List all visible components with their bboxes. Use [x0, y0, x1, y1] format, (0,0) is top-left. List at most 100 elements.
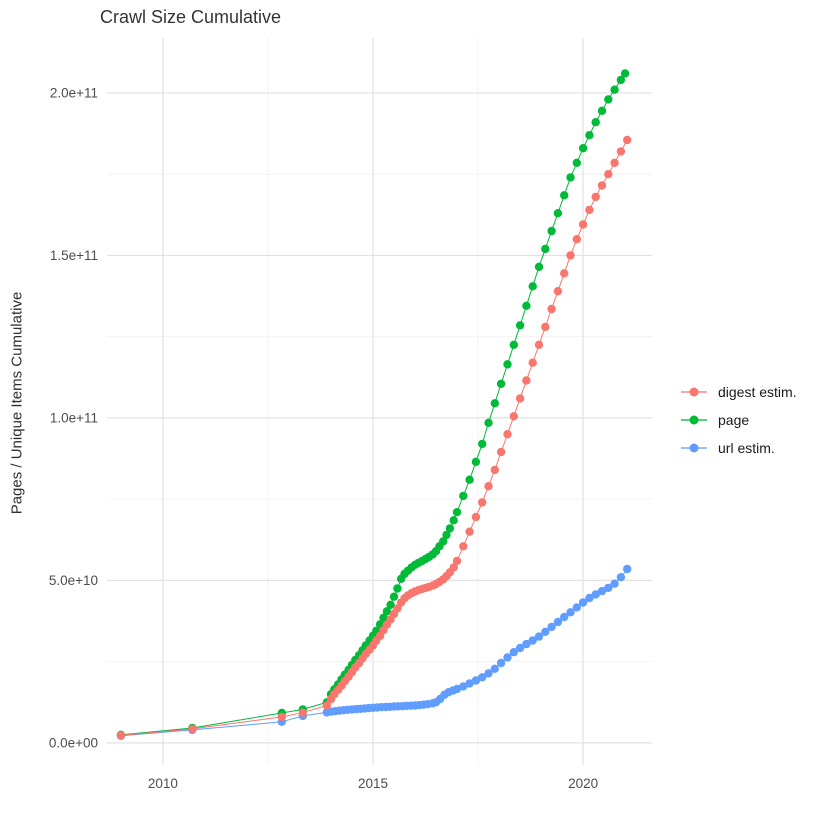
data-point [188, 724, 197, 734]
data-point [597, 106, 607, 116]
data-point [515, 394, 525, 403]
data-point [522, 376, 531, 385]
y-tick-label: 1.5e+11 [50, 248, 98, 263]
data-point [547, 226, 556, 236]
data-point [471, 457, 481, 466]
legend-key-icon [681, 414, 707, 426]
data-point [534, 632, 544, 641]
legend-key-icon [681, 442, 707, 454]
data-point [560, 191, 569, 200]
data-point [604, 583, 613, 593]
data-point [515, 643, 525, 653]
data-point [509, 340, 518, 349]
data-point [449, 516, 458, 525]
data-point [566, 608, 575, 617]
data-point [465, 475, 474, 484]
data-point [471, 512, 481, 522]
data-point [116, 731, 126, 740]
data-point [382, 607, 392, 616]
y-tick-label: 1.0e+11 [50, 410, 98, 425]
data-point [541, 244, 550, 254]
data-point [541, 322, 550, 332]
data-point [503, 360, 512, 369]
legend: digest estim. page url estim. [681, 384, 797, 456]
data-point [578, 220, 588, 229]
data-point [478, 673, 487, 682]
data-point [610, 85, 619, 94]
data-point [478, 498, 487, 507]
data-point [610, 579, 619, 588]
data-point [541, 627, 550, 636]
data-point [553, 617, 563, 627]
data-point [534, 340, 544, 349]
x-tick-label: 2020 [568, 776, 598, 791]
data-point [503, 430, 512, 439]
data-point [528, 636, 537, 645]
data-point [484, 482, 493, 491]
data-point [616, 147, 626, 156]
data-point [560, 269, 569, 278]
y-axis-title: Pages / Unique Items Cumulative [8, 291, 26, 515]
legend-label: page [718, 412, 750, 428]
data-point [322, 701, 331, 710]
data-point [478, 439, 487, 449]
data-point [620, 69, 630, 78]
data-point [509, 648, 518, 657]
data-point [490, 399, 499, 408]
data-point [496, 658, 506, 668]
data-point [459, 682, 468, 691]
data-point [597, 586, 607, 596]
data-point [547, 622, 556, 632]
data-point [393, 584, 402, 593]
data-point [452, 508, 462, 517]
data-point [465, 679, 474, 688]
data-point [572, 235, 581, 244]
data-point [572, 603, 581, 612]
data-point [389, 592, 399, 601]
data-point [465, 527, 474, 536]
data-point [578, 598, 588, 607]
data-point [484, 669, 493, 678]
data-point [522, 301, 531, 310]
data-point [566, 251, 575, 260]
data-point [459, 542, 468, 551]
legend-label: url estim. [718, 440, 775, 456]
chart-title: Crawl Size Cumulative [100, 7, 282, 27]
data-point [471, 676, 481, 685]
data-point [439, 537, 448, 546]
legend-item-digest-estim: digest estim. [681, 384, 797, 400]
data-point [515, 321, 525, 330]
data-point [452, 684, 462, 694]
x-tick-label: 2015 [358, 776, 388, 791]
data-point [560, 612, 569, 622]
data-point [459, 491, 468, 501]
data-point [445, 524, 455, 533]
data-point [442, 530, 451, 540]
data-point [452, 556, 462, 566]
legend-item-url-estim: url estim. [681, 440, 797, 456]
data-point [591, 192, 600, 202]
data-point [509, 412, 518, 421]
data-point [386, 600, 395, 609]
y-tick-label: 0.0e+00 [49, 735, 98, 750]
data-point [591, 118, 600, 127]
data-point [547, 304, 556, 314]
data-point [604, 95, 613, 104]
data-point [490, 465, 499, 475]
data-point [585, 593, 594, 603]
data-point [585, 205, 594, 215]
legend-label: digest estim. [718, 384, 797, 400]
data-point [528, 358, 537, 367]
data-point [490, 664, 499, 673]
data-point [496, 447, 506, 457]
data-point [591, 590, 600, 599]
data-point [585, 131, 594, 140]
data-point [298, 708, 307, 717]
y-tick-label: 2.0e+11 [50, 85, 98, 100]
x-tick-label: 2010 [148, 776, 178, 791]
data-point [572, 158, 581, 167]
data-point [566, 173, 575, 182]
data-point [522, 639, 531, 649]
